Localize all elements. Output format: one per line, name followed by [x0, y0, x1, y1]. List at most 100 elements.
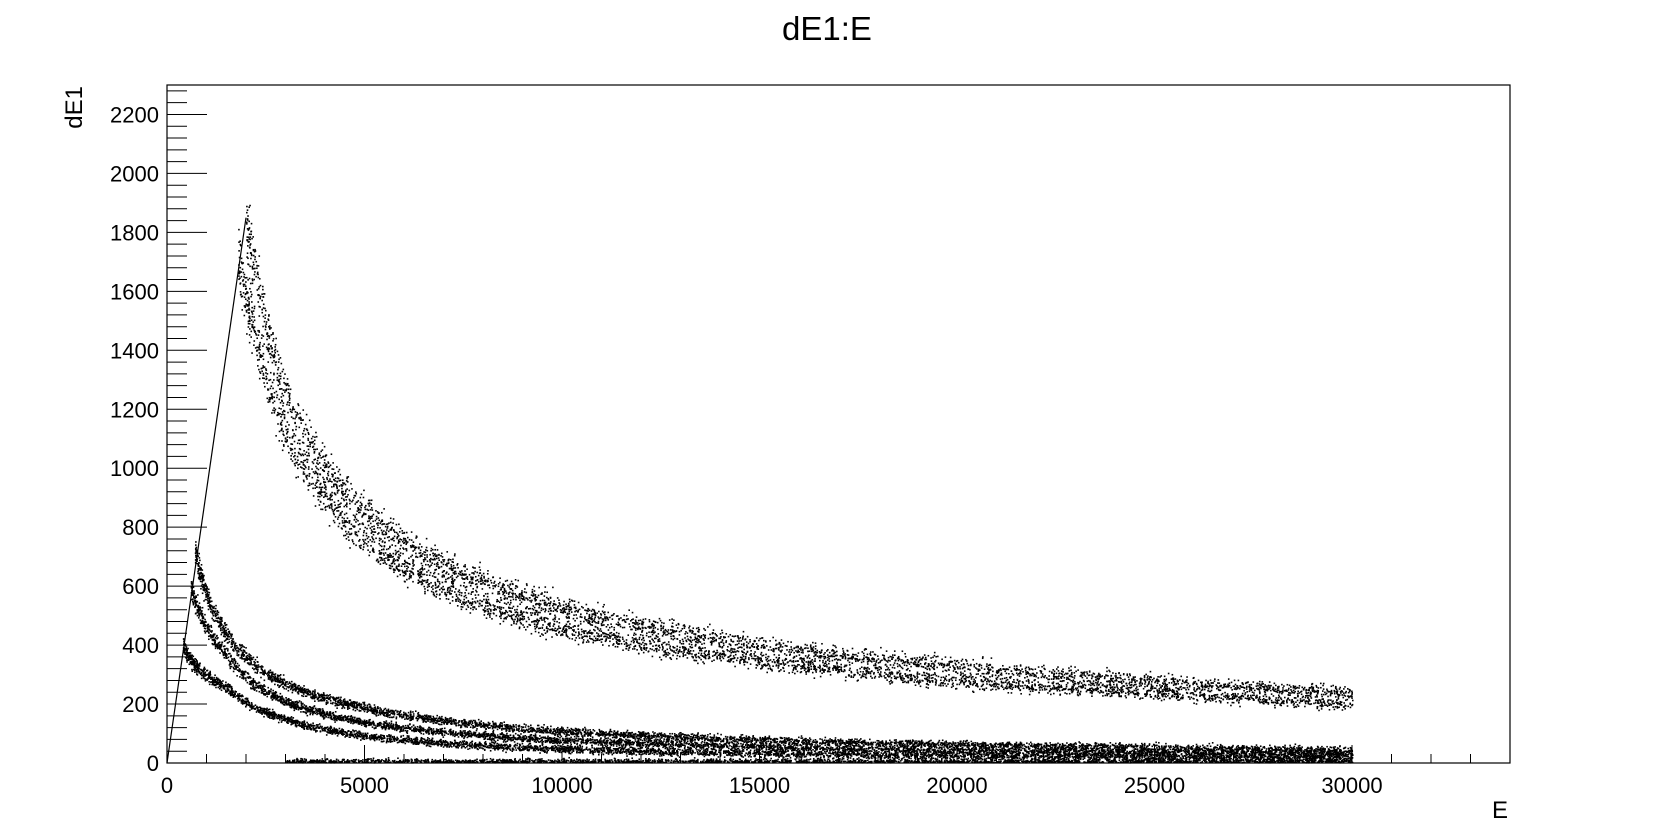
data-point: [955, 663, 957, 666]
data-point: [891, 673, 894, 675]
data-point: [695, 637, 698, 640]
data-point: [1047, 681, 1050, 684]
data-point: [261, 293, 263, 295]
data-point: [1327, 695, 1329, 698]
data-point: [305, 428, 308, 430]
data-point: [688, 629, 691, 632]
data-point: [1070, 673, 1073, 676]
data-point: [463, 603, 466, 606]
data-point: [263, 320, 266, 323]
data-point: [1057, 685, 1060, 688]
data-point: [523, 591, 526, 593]
data-point: [1070, 665, 1072, 668]
data-point: [1350, 695, 1353, 698]
data-point: [246, 299, 249, 302]
data-point: [727, 645, 729, 648]
data-point: [1200, 689, 1203, 692]
data-point: [1109, 670, 1111, 673]
data-point: [1005, 668, 1008, 670]
data-point: [458, 598, 460, 601]
data-point: [306, 429, 309, 432]
data-point: [273, 355, 276, 357]
data-point: [681, 627, 684, 630]
data-point: [440, 555, 442, 557]
data-point: [1340, 692, 1342, 694]
data-point: [562, 627, 565, 630]
data-point: [428, 565, 431, 568]
data-point: [850, 657, 853, 660]
data-point: [843, 654, 846, 656]
data-point: [447, 573, 450, 575]
data-point: [1237, 679, 1240, 682]
data-point: [463, 601, 466, 604]
data-point: [766, 671, 769, 674]
data-point: [437, 557, 440, 559]
data-point: [314, 448, 317, 451]
data-point: [961, 667, 964, 670]
data-point: [655, 637, 657, 640]
data-point: [1033, 673, 1035, 676]
data-point: [286, 383, 289, 386]
data-point: [279, 357, 282, 359]
data-point: [637, 623, 639, 626]
data-point: [557, 625, 560, 628]
data-point: [598, 617, 600, 620]
data-point: [476, 586, 478, 589]
data-point: [1341, 691, 1344, 693]
data-point: [969, 683, 972, 686]
data-point: [1201, 688, 1204, 691]
data-point: [1300, 693, 1303, 696]
data-point: [1111, 677, 1113, 680]
data-point: [696, 637, 699, 640]
data-point: [1015, 665, 1018, 667]
data-point: [293, 440, 296, 443]
data-point: [610, 614, 613, 617]
data-point: [889, 655, 892, 658]
data-point: [308, 419, 311, 422]
data-point: [331, 498, 333, 501]
data-point: [693, 638, 696, 641]
data-point: [530, 594, 533, 596]
data-point: [380, 511, 383, 514]
data-point: [334, 492, 336, 495]
data-point: [364, 508, 367, 511]
data-point: [1017, 686, 1019, 688]
data-point: [440, 565, 443, 568]
data-point: [724, 636, 727, 639]
data-point: [502, 583, 505, 585]
data-point: [1188, 685, 1191, 688]
data-point: [736, 640, 739, 642]
data-point: [330, 495, 332, 498]
data-point: [1273, 704, 1276, 707]
data-point: [420, 562, 423, 565]
data-point: [618, 638, 621, 641]
data-point: [1162, 692, 1165, 695]
data-point: [596, 635, 599, 637]
data-point: [247, 215, 249, 217]
data-point: [337, 499, 340, 502]
data-point: [275, 435, 277, 437]
data-point: [802, 648, 804, 651]
data-point: [564, 611, 567, 614]
data-point: [400, 539, 403, 541]
data-point: [497, 583, 500, 585]
data-point: [1000, 672, 1003, 675]
data-point: [1198, 688, 1201, 690]
data-point: [1227, 678, 1230, 680]
data-point: [1172, 678, 1175, 681]
data-point: [769, 640, 771, 642]
data-point: [358, 540, 360, 542]
data-point: [927, 664, 930, 666]
data-point: [259, 295, 262, 298]
data-point: [1047, 692, 1049, 694]
data-point: [383, 523, 386, 525]
data-point: [810, 648, 813, 651]
data-point: [368, 520, 371, 522]
data-point: [438, 581, 441, 583]
data-point: [660, 627, 662, 630]
data-point: [864, 676, 867, 679]
data-point: [443, 575, 445, 578]
data-point: [737, 650, 740, 653]
data-point: [942, 676, 945, 679]
data-point: [247, 263, 250, 266]
